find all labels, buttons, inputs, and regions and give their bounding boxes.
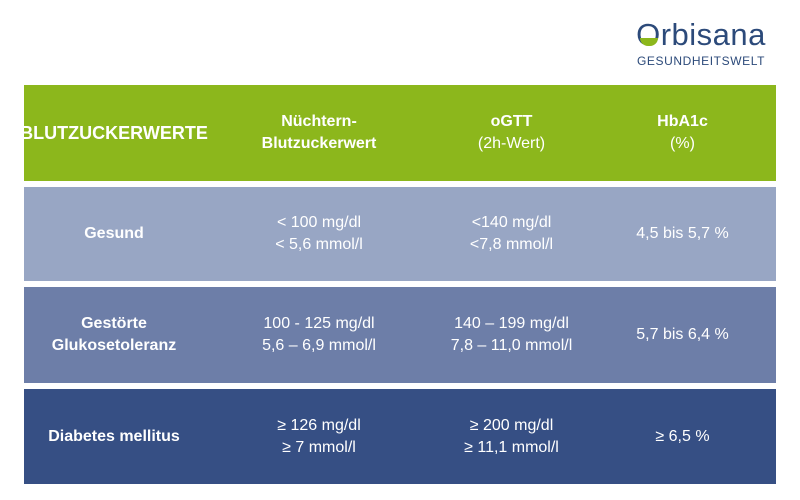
row-label-line1: Gestörte bbox=[81, 315, 147, 332]
hba1c-value: 4,5 bis 5,7 % bbox=[589, 223, 776, 245]
hba1c-range: 4,5 bis 5,7 % bbox=[636, 225, 729, 242]
ogtt-mgdl: ≥ 200 mg/dl bbox=[469, 416, 554, 434]
logo-subtitle: GESUNDHEITSWELT bbox=[636, 54, 766, 68]
orbisana-logo: O rbisana GESUNDHEITSWELT bbox=[626, 18, 776, 69]
hba1c-range: ≥ 6,5 % bbox=[655, 427, 710, 445]
table-row-gesund: Gesund < 100 mg/dl < 5,6 mmol/l <140 mg/… bbox=[24, 187, 776, 281]
hba1c-value: ≥ 6,5 % bbox=[589, 426, 776, 448]
row-label: Gestörte Glukosetoleranz bbox=[24, 313, 204, 357]
header-hba1c-line2: (%) bbox=[670, 135, 695, 152]
fasting-value: 100 - 125 mg/dl 5,6 – 6,9 mmol/l bbox=[204, 313, 434, 357]
header-hba1c-line1: HbA1c bbox=[657, 113, 708, 130]
logo-wordmark: O rbisana bbox=[626, 18, 776, 52]
header-ogtt: oGTT (2h-Wert) bbox=[434, 111, 589, 155]
row-label-line1: Diabetes mellitus bbox=[48, 427, 180, 445]
logo-first-letter: O bbox=[636, 17, 661, 52]
row-label: Diabetes mellitus bbox=[24, 426, 204, 448]
header-fasting-line2: Blutzuckerwert bbox=[261, 135, 377, 152]
row-label-line1: Gesund bbox=[84, 225, 144, 242]
ogtt-mmol: 7,8 – 11,0 mmol/l bbox=[450, 337, 573, 354]
fasting-mmol: < 5,6 mmol/l bbox=[275, 236, 363, 253]
header-hba1c: HbA1c (%) bbox=[589, 111, 776, 155]
hba1c-value: 5,7 bis 6,4 % bbox=[589, 324, 776, 346]
fasting-value: < 100 mg/dl < 5,6 mmol/l bbox=[204, 212, 434, 256]
ogtt-mgdl: 140 – 199 mg/dl bbox=[454, 315, 569, 332]
header-fasting: Nüchtern- Blutzuckerwert bbox=[204, 111, 434, 155]
ogtt-mgdl: <140 mg/dl bbox=[471, 214, 552, 231]
ogtt-value: ≥ 200 mg/dl ≥ 11,1 mmol/l bbox=[434, 415, 589, 459]
ogtt-mmol: <7,8 mmol/l bbox=[469, 236, 554, 253]
table-row-gestoerte-glukosetoleranz: Gestörte Glukosetoleranz 100 - 125 mg/dl… bbox=[24, 287, 776, 383]
table-header-row: BLUTZUCKERWERTE Nüchtern- Blutzuckerwert… bbox=[20, 85, 776, 181]
fasting-mgdl: 100 - 125 mg/dl bbox=[263, 315, 375, 332]
row-label: Gesund bbox=[24, 223, 204, 245]
fasting-mmol: ≥ 7 mmol/l bbox=[282, 438, 356, 456]
ogtt-value: 140 – 199 mg/dl 7,8 – 11,0 mmol/l bbox=[434, 313, 589, 357]
ogtt-mmol: ≥ 11,1 mmol/l bbox=[464, 438, 559, 456]
header-ogtt-line1: oGTT bbox=[490, 113, 533, 130]
ogtt-value: <140 mg/dl <7,8 mmol/l bbox=[434, 212, 589, 256]
leaf-icon bbox=[640, 38, 659, 46]
fasting-value: ≥ 126 mg/dl ≥ 7 mmol/l bbox=[204, 415, 434, 459]
table-row-diabetes-mellitus: Diabetes mellitus ≥ 126 mg/dl ≥ 7 mmol/l… bbox=[24, 389, 776, 484]
row-label-line2: Glukosetoleranz bbox=[51, 337, 177, 354]
hba1c-range: 5,7 bis 6,4 % bbox=[636, 326, 729, 343]
logo-name-rest: rbisana bbox=[660, 17, 766, 52]
logo-o-leaf-mark: O bbox=[636, 18, 661, 52]
fasting-mgdl: ≥ 126 mg/dl bbox=[277, 416, 361, 434]
header-title: BLUTZUCKERWERTE bbox=[20, 122, 208, 144]
fasting-mgdl: < 100 mg/dl bbox=[276, 214, 362, 231]
header-fasting-line1: Nüchtern- bbox=[281, 113, 357, 130]
header-title-text: BLUTZUCKERWERTE bbox=[20, 123, 208, 143]
header-ogtt-line2: (2h-Wert) bbox=[477, 135, 546, 152]
fasting-mmol: 5,6 – 6,9 mmol/l bbox=[262, 337, 376, 354]
